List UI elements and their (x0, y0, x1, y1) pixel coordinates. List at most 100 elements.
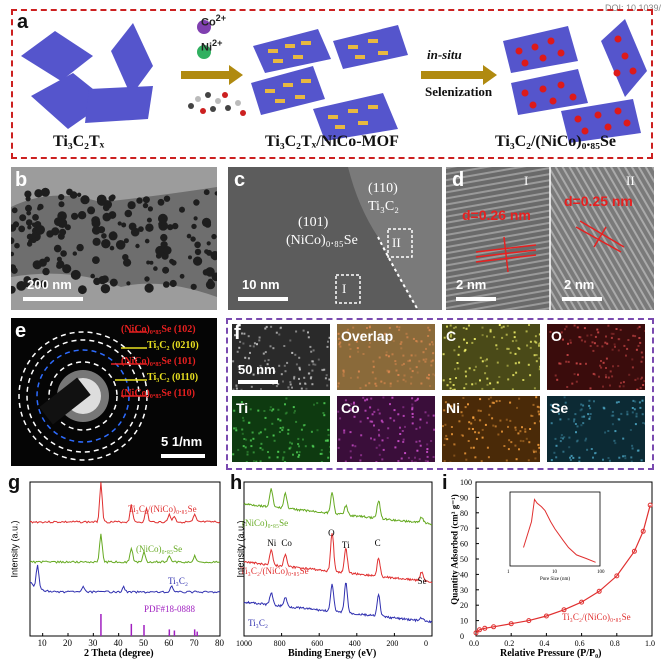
eds-speckle (374, 377, 377, 380)
eds-speckle (237, 365, 240, 368)
eds-speckle (609, 370, 612, 373)
eds-speckle (524, 428, 527, 431)
eds-speckle (388, 326, 391, 329)
eds-map-label: Ni (446, 400, 460, 416)
eds-speckle (424, 411, 427, 414)
eds-speckle (489, 382, 492, 385)
eds-speckle (357, 370, 360, 373)
eds-speckle (586, 448, 589, 451)
eds-speckle (463, 387, 466, 390)
eds-speckle (588, 399, 591, 402)
bet-chart: 0.0 0.2 0.4 0.6 0.8 1.0 0 10 20 30 40 50 60 70 80 90 100… (460, 478, 655, 648)
eds-speckle (527, 363, 530, 366)
eds-speckle (633, 408, 636, 411)
nanoparticle (190, 236, 196, 242)
eds-speckle (524, 430, 527, 433)
eds-speckle (249, 408, 252, 411)
nanoparticle (194, 248, 202, 256)
eds-speckle (538, 368, 540, 371)
nanoparticle (123, 258, 132, 267)
eds-speckle (590, 448, 593, 450)
eds-speckle (644, 330, 645, 332)
eds-speckle (585, 362, 587, 365)
eds-speckle (442, 353, 445, 356)
eds-speckle (251, 431, 254, 434)
eds-speckle (610, 332, 613, 335)
eds-speckle (260, 388, 262, 390)
isotherm-point (473, 630, 479, 636)
eds-speckle (366, 417, 369, 420)
eds-speckle (533, 451, 535, 454)
box-II-label: II (392, 235, 401, 250)
eds-speckle (507, 378, 510, 381)
eds-speckle (566, 386, 569, 388)
eds-speckle (372, 365, 375, 368)
nanoparticle (11, 251, 15, 257)
eds-speckle (560, 434, 563, 437)
eds-speckle (461, 414, 464, 417)
nanoparticle (92, 256, 100, 264)
eds-speckle (593, 400, 595, 403)
eds-speckle (525, 437, 528, 440)
eds-speckle (506, 347, 509, 350)
arrow-1 (181, 65, 243, 85)
nanoparticle (188, 255, 192, 260)
linker-molecule (188, 92, 246, 116)
eds-speckle (449, 378, 452, 380)
nanoparticle (158, 221, 163, 227)
eds-speckle (475, 437, 478, 440)
eds-speckle (242, 419, 245, 422)
panel-e: e (NiCo)₀.₈₅Se (102) Ti₃C₂ (0210) (NiCo)… (11, 318, 217, 466)
eds-speckle (283, 451, 286, 454)
eds-speckle (280, 373, 283, 376)
nanoparticle (109, 245, 115, 251)
eds-speckle (457, 353, 460, 356)
eds-speckle (622, 455, 625, 458)
eds-speckle (338, 438, 341, 441)
eds-speckle (282, 456, 285, 459)
eds-speckle (296, 451, 298, 454)
eds-speckle (516, 406, 518, 409)
eds-speckle (369, 406, 372, 409)
eds-speckle (304, 424, 306, 426)
eds-speckle (378, 433, 380, 436)
eds-speckle (594, 452, 596, 455)
eds-speckle (581, 415, 584, 418)
eds-speckle (319, 452, 322, 455)
eds-speckle (294, 409, 296, 412)
eds-speckle (342, 373, 345, 376)
scale-bar-b (23, 297, 83, 301)
eds-speckle (426, 376, 428, 379)
eds-speckle (464, 406, 467, 409)
eds-speckle (326, 345, 329, 348)
eds-speckle (514, 426, 517, 429)
eds-speckle (613, 439, 616, 442)
eds-speckle (252, 345, 255, 348)
eds-speckle (373, 438, 376, 441)
xrd-series (29, 533, 221, 564)
eds-speckle (412, 337, 415, 340)
eds-speckle (405, 332, 408, 335)
nanoparticle (206, 241, 211, 246)
eds-speckle (615, 401, 618, 404)
eds-speckle (588, 404, 591, 407)
eds-speckle (464, 348, 467, 351)
nanoparticle (78, 285, 87, 295)
eds-speckle (416, 397, 419, 400)
eds-speckle (397, 440, 400, 443)
nanoparticle (11, 267, 18, 274)
eds-speckle (467, 403, 469, 406)
eds-speckle (622, 385, 625, 388)
eds-speckle (327, 434, 330, 437)
eds-speckle (599, 364, 601, 367)
xps-series (243, 488, 433, 526)
eds-speckle (378, 453, 381, 456)
eds-speckle (622, 437, 625, 440)
eds-speckle (244, 446, 247, 449)
eds-speckle (513, 331, 516, 334)
h-xlabel: Binding Energy (eV) (288, 648, 377, 659)
eds-speckle (479, 356, 482, 359)
selenization-label: Selenization (425, 84, 493, 99)
eds-speckle (240, 388, 243, 390)
eds-speckle (587, 413, 590, 416)
